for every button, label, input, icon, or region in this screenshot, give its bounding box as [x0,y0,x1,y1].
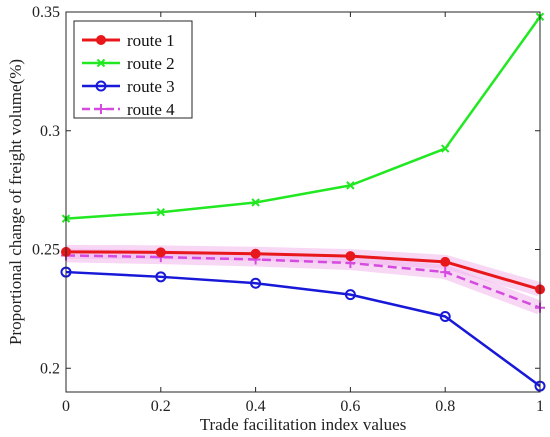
data-point-route-2 [156,208,166,217]
series-line-route-4 [65,254,541,309]
series-line-route-1 [65,250,541,291]
legend-marker-route-4 [96,104,106,114]
data-point-route-2 [251,198,260,207]
data-point-route-1 [440,256,451,267]
data-point-route-3 [250,277,262,289]
legend-box [73,20,193,119]
x-tick-label: 1 [536,398,544,415]
x-tick-label: 0.2 [151,398,171,415]
legend-marker-route-2 [96,58,106,68]
data-point-route-3 [439,310,451,322]
data-point-route-3 [155,271,167,283]
x-tick-label: 0.6 [340,398,360,415]
legend: route 1 route 2 route 3 route 4 [73,20,193,119]
legend-marker-route-3 [95,80,107,92]
series-layer [60,12,546,392]
x-tick-label: 0.8 [435,398,455,415]
data-point-route-1 [155,247,166,258]
x-tick-label: 0.4 [246,398,266,415]
data-point-route-3 [344,289,356,301]
x-tick-label: 0 [62,398,70,415]
legend-label-route-4: route 4 [127,100,175,119]
data-point-route-1 [345,251,356,262]
data-point-route-1 [250,248,261,259]
y-axis-label: Proportional change of freight volume(%) [6,59,25,345]
series-line-route-2 [65,16,542,220]
legend-label-route-2: route 2 [127,54,175,73]
series-line-route-3 [65,270,541,388]
y-tick-label: 0.3 [40,123,60,140]
data-point-route-2 [346,181,355,190]
axis-ticks: 0 0.2 0.4 0.6 0.8 1 0.2 0.25 0.3 0.35 [32,4,544,415]
legend-label-route-1: route 1 [127,31,175,50]
data-point-route-4 [440,267,451,278]
legend-marker-route-1 [96,35,106,45]
legend-label-route-3: route 3 [127,77,175,96]
series-route-2 [61,12,545,223]
y-tick-label: 0.2 [40,360,60,377]
x-axis-label: Trade facilitation index values [200,415,407,434]
series-route-1 [61,246,545,295]
y-tick-label: 0.35 [32,4,60,21]
y-tick-label: 0.25 [32,242,60,259]
plot-area-frame [65,11,541,393]
data-point-route-2 [440,144,450,153]
